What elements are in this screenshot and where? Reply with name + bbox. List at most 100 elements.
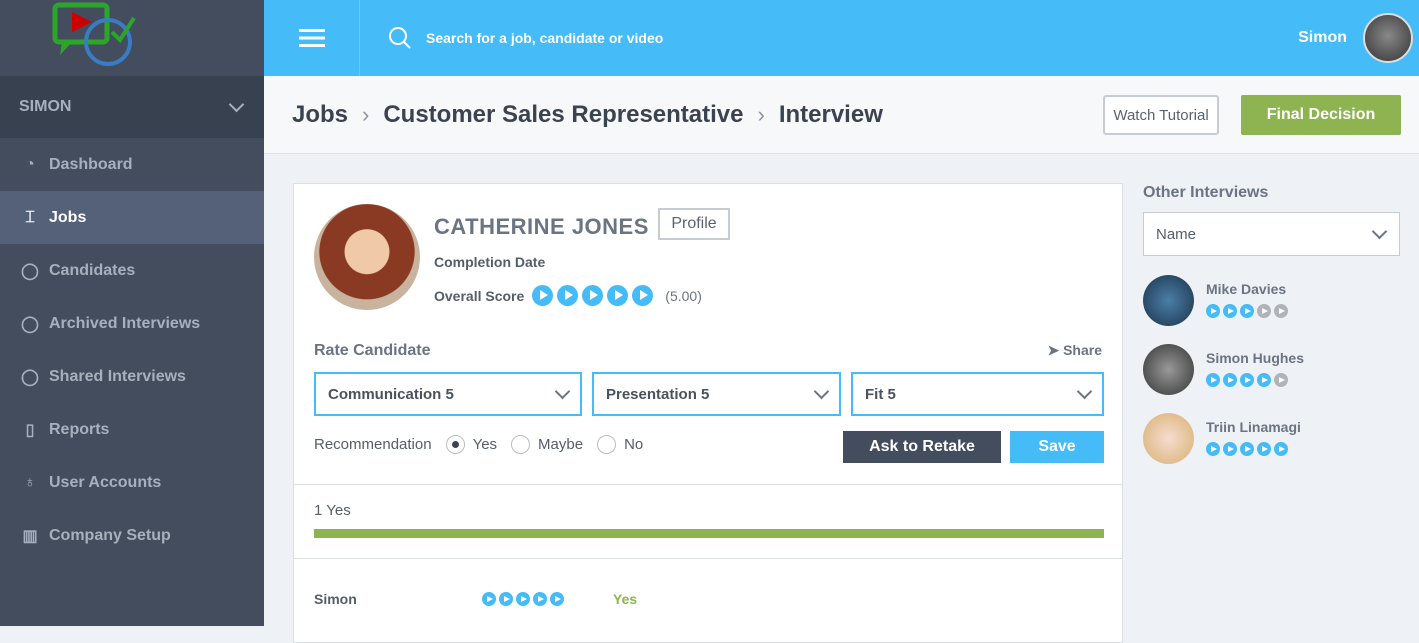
breadcrumb-job[interactable]: Customer Sales Representative [383,100,744,128]
chevron-down-icon [1076,383,1093,399]
sidebar-item-user-accounts[interactable]: ♁ User Accounts [0,456,264,509]
chevron-right-icon: › [362,101,370,127]
play-rating-icon [607,285,629,306]
logo[interactable] [0,0,264,76]
watch-tutorial-button[interactable]: Watch Tutorial [1103,95,1219,135]
award-icon: ♁ [24,473,36,491]
interviewee-name: Simon Hughes [1206,349,1305,366]
sidebar-item-label: Dashboard [49,155,133,173]
sidebar-item-candidates[interactable]: ◯ Candidates [0,244,264,297]
play-rating-icon [550,592,564,607]
sidebar-item-reports[interactable]: ▯ Reports [0,403,264,456]
save-button[interactable]: Save [1010,431,1104,463]
sidebar-item-archived-interviews[interactable]: ◯ Archived Interviews [0,297,264,350]
play-rating-icon [632,285,654,306]
select-value: Presentation 5 [606,385,710,403]
chevron-down-icon [1371,223,1388,239]
final-decision-button[interactable]: Final Decision [1241,95,1401,135]
play-rating-icon [516,592,530,607]
hamburger-icon [298,29,325,47]
radio-maybe[interactable] [511,435,531,454]
sidebar-item-label: User Accounts [49,473,162,491]
recommendation-group: Recommendation Yes Maybe No [314,435,643,454]
play-rating-icon [533,592,547,607]
play-rating-icon [1223,304,1237,319]
sidebar-item-label: Jobs [49,208,87,226]
radio-label: No [624,436,644,453]
sort-value: Name [1156,225,1197,243]
document-icon: ▯ [25,421,35,439]
menu-button[interactable] [264,0,360,76]
play-rating-icon [1257,304,1271,319]
play-rating-icon [1206,304,1220,319]
sidebar-item-dashboard[interactable]: ◔ Dashboard [0,138,264,191]
avatar[interactable] [1363,13,1413,63]
play-rating-icon [1240,304,1254,319]
sidebar-item-shared-interviews[interactable]: ◯ Shared Interviews [0,350,264,403]
recommendation-label: Recommendation [314,436,432,453]
play-rating-icon [482,592,496,607]
overall-score-label: Overall Score [434,287,525,304]
share-label: Share [1063,342,1102,358]
page-header: Jobs › Customer Sales Representative › Int… [264,76,1419,154]
radio-yes[interactable] [445,435,465,454]
search-input[interactable]: Search for a job, candidate or video [360,26,1298,50]
voter-decision: Yes [613,591,638,607]
chevron-down-icon [554,383,571,399]
voter-name: Simon [314,591,357,607]
play-rating-icon [499,592,513,607]
overall-score-rating [532,285,657,306]
play-rating-icon [1206,373,1220,388]
interviewee-name: Triin Linamagi [1206,418,1301,435]
user-name: SIMON [19,98,72,115]
play-rating-icon [1257,373,1271,388]
play-rating-icon [1206,442,1220,457]
rate-candidate-title: Rate Candidate [314,342,431,359]
sidebar-item-label: Company Setup [49,526,171,544]
profile-button[interactable]: Profile [658,208,730,240]
search-icon [389,27,411,49]
play-rating-icon [1274,442,1288,457]
sidebar: SIMON ◔ Dashboard ⌶ Jobs ◯ Candidates ◯ Archive… [0,0,264,626]
user-icon: ◯ [21,262,39,280]
interviewee-name: Mike Davies [1206,280,1287,297]
candidate-photo [314,204,420,310]
radio-no[interactable] [597,435,617,454]
search-placeholder: Search for a job, candidate or video [426,30,664,46]
sidebar-item-jobs[interactable]: ⌶ Jobs [0,191,264,244]
avatar [1143,344,1194,395]
chevron-down-icon [228,96,245,112]
yes-bar-fill [314,529,1104,538]
sort-select[interactable]: Name [1143,212,1400,256]
ask-to-retake-button[interactable]: Ask to Retake [843,431,1001,463]
score-text: (5.00) [665,287,702,304]
sidebar-item-label: Archived Interviews [49,314,201,332]
top-user-name[interactable]: Simon [1298,29,1347,46]
share-button[interactable]: ➤ Share [1047,342,1102,359]
select-value: Fit 5 [865,385,896,403]
breadcrumb-interview: Interview [778,100,883,128]
yes-bar [314,529,1104,538]
communication-select[interactable]: Communication 5 [314,372,582,416]
interviewee-rating [1206,372,1304,390]
play-rating-icon [1240,373,1254,388]
yes-count: 1 Yes [314,502,351,519]
fit-select[interactable]: Fit 5 [851,372,1104,416]
presentation-select[interactable]: Presentation 5 [592,372,841,416]
play-rating-icon [1223,442,1237,457]
sidebar-item-label: Candidates [49,261,136,279]
interview-card: CATHERINE JONES Profile Completion Date … [293,183,1123,643]
user-menu[interactable]: SIMON [0,76,264,138]
play-rating-icon [1240,442,1254,457]
other-interview-item[interactable]: Triin Linamagi [1143,413,1301,464]
other-interview-item[interactable]: Simon Hughes [1143,344,1304,395]
play-rating-icon [1274,373,1288,388]
sidebar-item-label: Shared Interviews [49,367,186,385]
play-rating-icon [557,285,579,306]
sidebar-item-company-setup[interactable]: ▥ Company Setup [0,509,264,562]
play-rating-icon [1257,442,1271,457]
radio-label: Maybe [538,436,584,453]
other-interview-item[interactable]: Mike Davies [1143,275,1291,326]
breadcrumb-jobs[interactable]: Jobs [292,100,349,128]
user-icon: ◯ [21,315,39,333]
